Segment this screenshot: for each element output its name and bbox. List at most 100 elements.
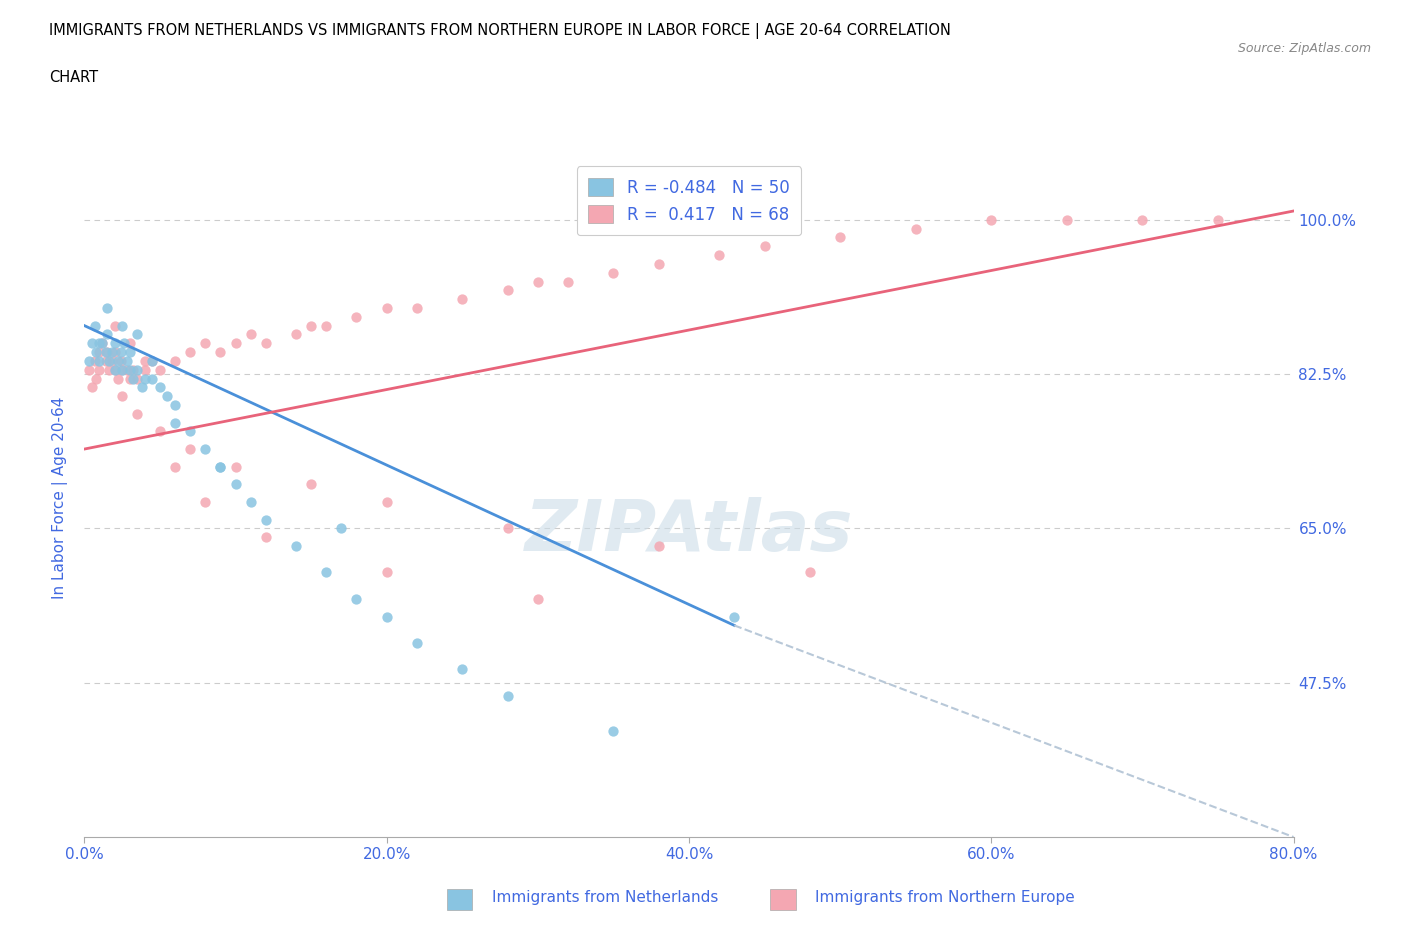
- Point: [89, 345, 111, 360]
- Point: [315, 565, 337, 580]
- Point: [141, 353, 163, 368]
- Point: [648, 538, 671, 553]
- Point: [94, 353, 117, 368]
- Point: [115, 353, 138, 368]
- Point: [209, 459, 232, 474]
- Point: [375, 495, 398, 510]
- Point: [149, 379, 172, 394]
- Point: [406, 300, 429, 315]
- Point: [980, 212, 1002, 227]
- Text: ZIPAtlas: ZIPAtlas: [524, 497, 853, 566]
- Point: [80, 379, 103, 394]
- Point: [121, 363, 143, 378]
- Point: [527, 274, 550, 289]
- Point: [100, 353, 122, 368]
- Point: [375, 565, 398, 580]
- Point: [107, 353, 129, 368]
- Point: [89, 353, 111, 368]
- Point: [179, 345, 201, 360]
- Point: [104, 363, 127, 378]
- Point: [375, 300, 398, 315]
- Point: [346, 310, 368, 325]
- Text: Immigrants from Northern Europe: Immigrants from Northern Europe: [815, 890, 1076, 905]
- Point: [209, 345, 232, 360]
- Legend: R = -0.484   N = 50, R =  0.417   N = 68: R = -0.484 N = 50, R = 0.417 N = 68: [576, 166, 801, 235]
- Point: [1056, 212, 1078, 227]
- Point: [86, 371, 108, 386]
- Point: [451, 292, 474, 307]
- Text: Source: ZipAtlas.com: Source: ZipAtlas.com: [1237, 42, 1371, 55]
- Point: [86, 345, 108, 360]
- Point: [96, 345, 118, 360]
- Text: IMMIGRANTS FROM NETHERLANDS VS IMMIGRANTS FROM NORTHERN EUROPE IN LABOR FORCE | : IMMIGRANTS FROM NETHERLANDS VS IMMIGRANT…: [49, 23, 950, 39]
- Point: [111, 318, 134, 333]
- Point: [111, 389, 134, 404]
- Point: [141, 353, 163, 368]
- Point: [709, 247, 731, 262]
- Point: [96, 300, 118, 315]
- Point: [94, 345, 117, 360]
- Point: [754, 239, 776, 254]
- Point: [104, 336, 127, 351]
- Point: [346, 591, 368, 606]
- Point: [179, 424, 201, 439]
- Point: [254, 336, 277, 351]
- Point: [77, 353, 100, 368]
- Point: [111, 363, 134, 378]
- Point: [97, 353, 120, 368]
- Point: [285, 327, 308, 342]
- Point: [77, 363, 100, 378]
- Point: [149, 424, 172, 439]
- Point: [91, 336, 114, 351]
- Point: [179, 442, 201, 457]
- Point: [315, 318, 337, 333]
- Point: [110, 345, 132, 360]
- Text: Immigrants from Netherlands: Immigrants from Netherlands: [492, 890, 718, 905]
- Point: [91, 336, 114, 351]
- Point: [118, 371, 141, 386]
- Point: [111, 363, 134, 378]
- Point: [127, 327, 149, 342]
- Point: [225, 336, 247, 351]
- Point: [496, 688, 519, 703]
- Point: [209, 459, 232, 474]
- Point: [496, 521, 519, 536]
- Point: [1132, 212, 1154, 227]
- Point: [239, 495, 262, 510]
- Point: [104, 318, 127, 333]
- Point: [141, 371, 163, 386]
- Point: [648, 257, 671, 272]
- Point: [110, 353, 132, 368]
- Point: [118, 363, 141, 378]
- Point: [723, 609, 745, 624]
- Point: [799, 565, 821, 580]
- Point: [451, 662, 474, 677]
- Point: [112, 336, 135, 351]
- Point: [194, 495, 217, 510]
- Point: [104, 363, 127, 378]
- Point: [165, 459, 187, 474]
- Text: CHART: CHART: [49, 70, 98, 85]
- Point: [89, 363, 111, 378]
- Point: [194, 336, 217, 351]
- Point: [84, 353, 107, 368]
- Point: [225, 459, 247, 474]
- Point: [80, 336, 103, 351]
- Point: [904, 221, 927, 236]
- Point: [602, 265, 624, 280]
- Point: [1206, 212, 1229, 227]
- Point: [254, 530, 277, 545]
- Point: [134, 363, 156, 378]
- Point: [89, 336, 111, 351]
- Point: [602, 724, 624, 738]
- Point: [118, 345, 141, 360]
- Point: [84, 318, 107, 333]
- Point: [194, 442, 217, 457]
- Point: [527, 591, 550, 606]
- Point: [406, 635, 429, 650]
- Point: [131, 379, 153, 394]
- Point: [299, 477, 322, 492]
- Point: [557, 274, 579, 289]
- Point: [127, 363, 149, 378]
- Point: [375, 609, 398, 624]
